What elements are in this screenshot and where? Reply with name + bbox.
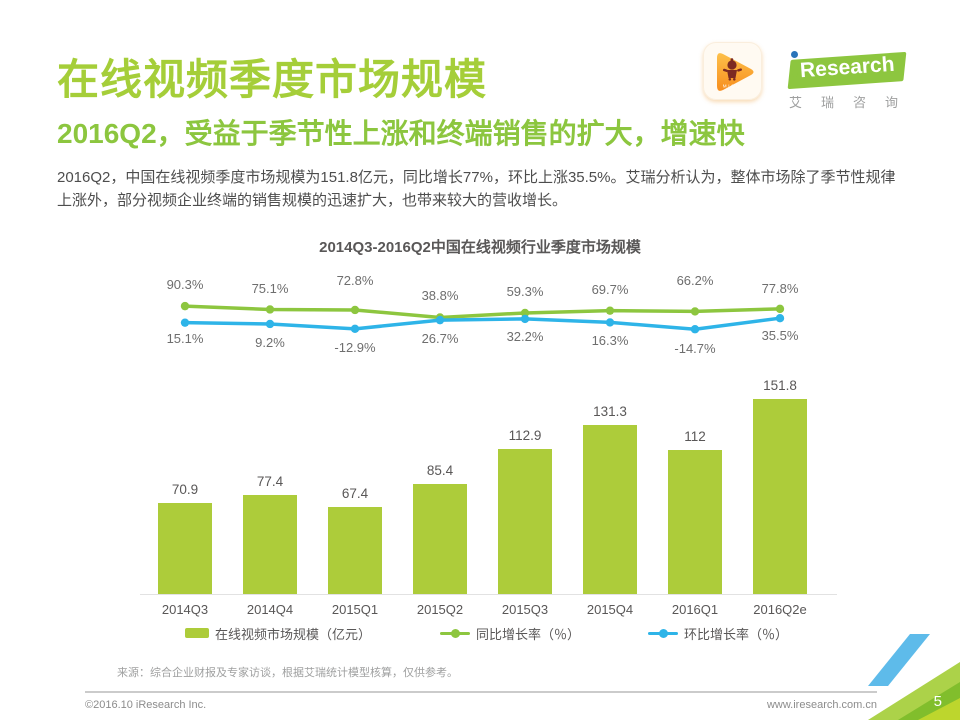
qoq-data-point (605, 318, 615, 327)
x-axis-label: 2014Q3 (161, 602, 209, 617)
qoq-data-point (265, 319, 275, 329)
legend-item-qoq: 环比增长率（％） (648, 624, 788, 642)
x-axis-label: 2015Q1 (331, 602, 379, 617)
qoq-data-point (435, 315, 445, 325)
intro-paragraph: 2016Q2，中国在线视频季度市场规模为151.8亿元，同比增长77%，环比上涨… (57, 169, 896, 209)
legend-yoy-dot-icon (451, 628, 460, 638)
bar (243, 494, 297, 594)
migu-logo: MIGU (703, 42, 762, 100)
x-axis-label: 2015Q3 (501, 602, 549, 617)
corner-decoration: 5 (868, 634, 960, 720)
legend-qoq-marker (648, 628, 678, 638)
migu-logo-label: MIGU (723, 84, 741, 89)
page-subtitle: 2016Q2，受益于季节性上涨和终端销售的扩大，增速快 (57, 118, 745, 149)
qoq-data-point (690, 325, 700, 334)
legend-item-yoy: 同比增长率（％） (440, 624, 580, 642)
iresearch-i-dot (791, 51, 798, 58)
yoy-line (183, 304, 782, 320)
x-axis-label: 2014Q4 (246, 602, 294, 617)
bar-value-label: 67.4 (341, 486, 369, 502)
bar-value-label: 131.3 (593, 404, 627, 420)
iresearch-logo: Research 艾瑞咨询 (775, 44, 911, 110)
legend-yoy-marker (440, 628, 470, 638)
bar-value-label: 112.9 (508, 427, 542, 443)
qoq-point-label: -12.9% (334, 340, 376, 355)
qoq-point-label: 32.2% (506, 329, 544, 344)
yoy-point-label: 59.3% (506, 284, 544, 299)
migu-logo-icon: MIGU (717, 53, 754, 91)
yoy-data-point (520, 308, 530, 318)
qoq-point-label: -14.7% (674, 341, 716, 356)
bar-value-label: 70.9 (171, 481, 199, 497)
yoy-data-point (775, 304, 785, 314)
qoq-data-point (775, 313, 785, 323)
qoq-data-point (520, 314, 530, 324)
x-axis-label: 2016Q2e (753, 602, 807, 617)
footer-copyright: ©2016.10 iResearch Inc. (85, 699, 207, 711)
iresearch-i-stem (791, 60, 798, 78)
yoy-data-point (435, 313, 445, 322)
qoq-point-label: 26.7% (421, 331, 459, 346)
bar-value-label: 77.4 (256, 473, 284, 489)
footer-website: www.iresearch.com.cn (766, 699, 877, 711)
qoq-point-label: 16.3% (591, 333, 629, 348)
bar (498, 448, 552, 594)
legend-bar-swatch (185, 628, 209, 638)
bar-value-label: 112 (684, 429, 706, 445)
iresearch-logo-caption: 艾瑞咨询 (789, 95, 918, 110)
yoy-data-point (605, 306, 615, 315)
yoy-point-label: 72.8% (336, 273, 374, 288)
yoy-data-point (690, 307, 700, 316)
migu-monkey-icon (722, 58, 742, 81)
legend-qoq-dot-icon (659, 628, 668, 638)
page-title: 在线视频季度市场规模 (57, 56, 488, 103)
bar (583, 425, 637, 594)
bar (413, 484, 467, 594)
yoy-data-point (265, 305, 275, 314)
qoq-point-label: 9.2% (255, 335, 285, 350)
footer-divider (85, 691, 877, 693)
yoy-point-label: 77.8% (761, 281, 799, 296)
chart-title: 2014Q3-2016Q2中国在线视频行业季度市场规模 (319, 239, 641, 256)
qoq-point-label: 35.5% (761, 328, 799, 343)
qoq-point-label: 15.1% (166, 331, 204, 346)
yoy-point-label: 66.2% (676, 273, 714, 288)
chart-baseline (140, 594, 837, 595)
bar (668, 450, 722, 594)
qoq-line (183, 316, 782, 331)
source-note: 来源：综合企业财报及专家访谈，根据艾瑞统计模型核算，仅供参考。 (117, 667, 458, 679)
yoy-point-label: 69.7% (591, 282, 629, 297)
x-axis-label: 2016Q1 (671, 602, 719, 617)
page-number: 5 (933, 693, 942, 710)
bar (158, 502, 212, 594)
bar-value-label: 85.4 (426, 463, 454, 479)
x-axis-label: 2015Q2 (416, 602, 464, 617)
yoy-point-label: 38.8% (421, 288, 459, 303)
yoy-point-label: 75.1% (251, 281, 289, 296)
bar (753, 398, 807, 594)
yoy-data-point (350, 305, 360, 315)
yoy-point-label: 90.3% (166, 277, 204, 292)
legend-bar-label: 在线视频市场规模（亿元） (215, 626, 372, 642)
yoy-data-point (180, 301, 190, 311)
legend-qoq-label: 环比增长率（％） (684, 626, 789, 642)
legend-yoy-label: 同比增长率（％） (476, 626, 581, 642)
x-axis-label: 2015Q4 (586, 602, 634, 617)
legend-item-market-size: 在线视频市场规模（亿元） (185, 624, 371, 642)
qoq-data-point (180, 318, 190, 327)
bar (328, 507, 382, 594)
qoq-data-point (350, 324, 360, 334)
bar-value-label: 151.8 (763, 377, 797, 393)
